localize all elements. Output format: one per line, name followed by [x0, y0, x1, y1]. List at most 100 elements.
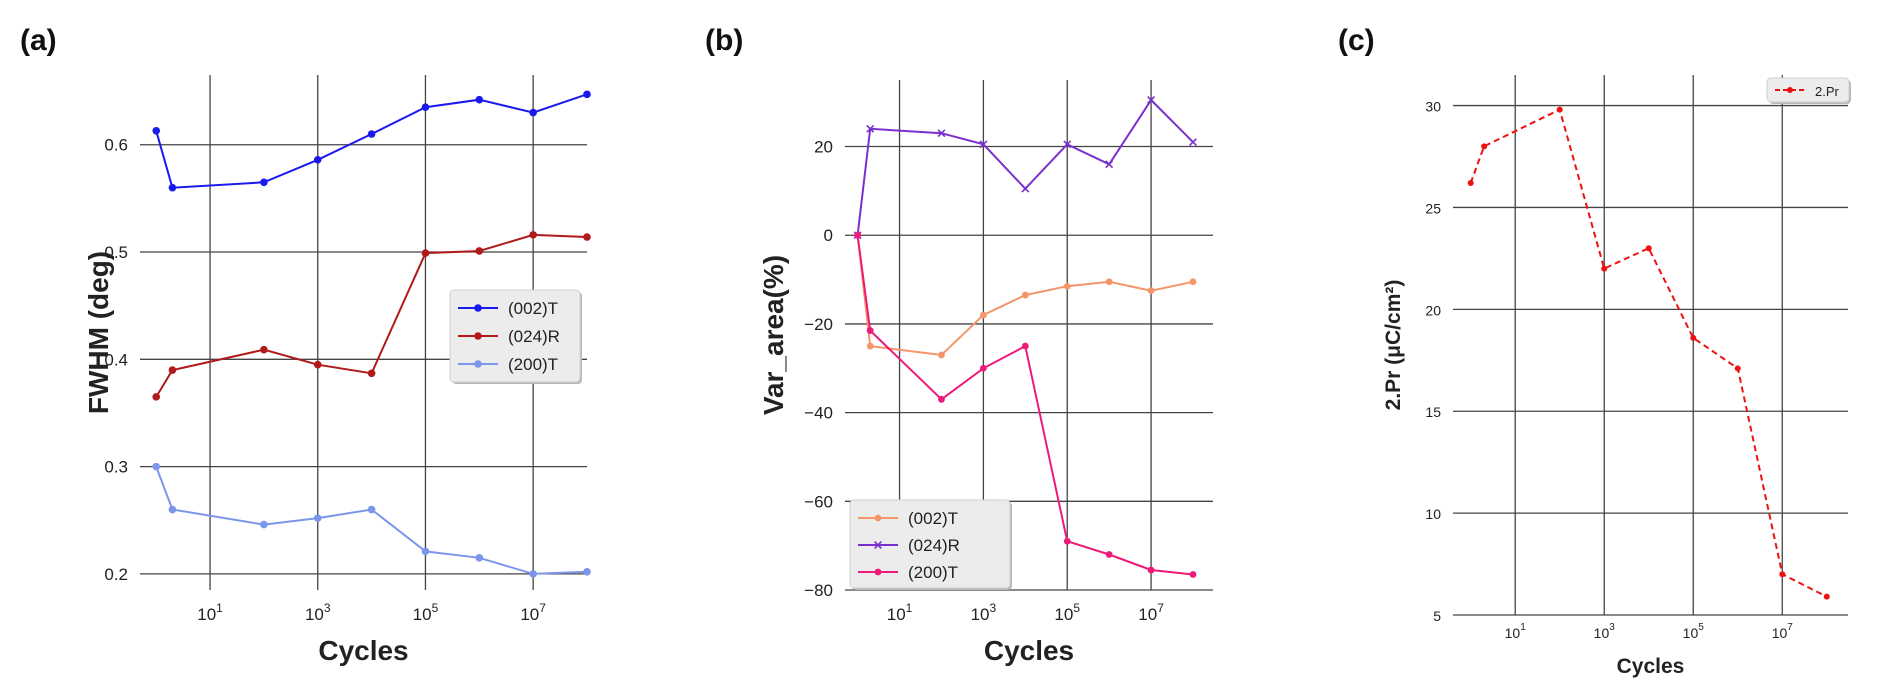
data-point	[937, 129, 946, 138]
y-tick-label: 5	[1433, 608, 1441, 624]
x-tick-label: 105	[1683, 622, 1705, 641]
x-tick-label: 101	[887, 601, 913, 624]
x-tick-label: 103	[1594, 622, 1616, 641]
data-point	[874, 568, 882, 576]
data-point	[979, 140, 988, 149]
y-axis-title: 2.Pr (μC/cm²)	[1382, 280, 1405, 411]
data-point	[421, 547, 430, 556]
data-point	[474, 332, 482, 340]
data-point	[475, 95, 484, 104]
data-point	[938, 351, 945, 359]
y-tick-label: 10	[1425, 506, 1441, 522]
data-point	[168, 183, 177, 192]
data-point	[168, 505, 177, 514]
data-point	[854, 231, 862, 239]
series-0	[1467, 106, 1830, 600]
x-tick-label: 105	[413, 601, 439, 624]
y-tick-label: 0	[824, 226, 833, 245]
data-point	[152, 126, 161, 135]
y-tick-label: −60	[804, 492, 833, 511]
data-point	[1601, 265, 1608, 272]
data-point	[1787, 87, 1793, 93]
y-axis-title: FWHM (deg)	[83, 251, 114, 414]
x-tick-base: 10	[413, 605, 432, 624]
data-point	[1645, 245, 1652, 252]
x-tick-exponent: 3	[990, 601, 997, 615]
data-point	[1105, 160, 1114, 169]
data-point	[474, 304, 482, 312]
data-point	[1189, 571, 1197, 578]
legend-label: (002)T	[508, 299, 558, 318]
data-point	[1021, 291, 1029, 299]
data-point	[1467, 180, 1474, 186]
y-tick-label: 0.4	[104, 350, 128, 369]
panel-label: (c)	[1338, 24, 1375, 57]
legend-label: (200)T	[908, 563, 958, 582]
series-line	[1469, 108, 1828, 598]
x-tick-base: 10	[1772, 625, 1788, 641]
data-point	[979, 364, 987, 372]
x-tick-base: 10	[305, 605, 324, 624]
x-tick-label: 101	[197, 601, 223, 624]
data-point	[260, 520, 268, 529]
data-point	[168, 366, 177, 374]
data-point	[529, 108, 537, 117]
x-tick-base: 10	[1683, 625, 1699, 641]
x-tick-label: 103	[305, 601, 331, 624]
legend-label: (002)T	[908, 509, 958, 528]
legend: (002)T (024)R (200)T	[449, 289, 582, 384]
data-point	[1147, 95, 1156, 104]
series-1	[152, 231, 591, 401]
data-point	[421, 103, 430, 111]
x-tick-exponent: 5	[1073, 601, 1080, 615]
y-tick-label: −40	[804, 404, 833, 423]
data-point	[152, 393, 161, 401]
data-point	[874, 514, 882, 522]
y-tick-label: 30	[1425, 99, 1441, 115]
y-tick-label: 20	[1425, 302, 1441, 318]
data-point	[1556, 106, 1563, 113]
y-tick-label: 0.2	[104, 565, 128, 584]
data-point	[1105, 551, 1113, 558]
x-tick-base: 10	[1138, 605, 1157, 624]
x-tick-exponent: 1	[906, 601, 913, 615]
legend-label: (024)R	[908, 536, 960, 555]
y-tick-label: 0.3	[104, 458, 128, 477]
x-tick-label: 107	[1772, 622, 1794, 641]
legend-label: (024)R	[508, 327, 560, 346]
data-point	[474, 360, 482, 368]
x-tick-base: 10	[971, 605, 990, 624]
x-tick-exponent: 3	[1609, 622, 1615, 633]
data-point	[583, 233, 591, 241]
x-tick-exponent: 5	[432, 601, 439, 615]
y-tick-label: 20	[814, 138, 833, 157]
legend-label: 2.Pr	[1815, 84, 1840, 99]
legend-label: (200)T	[508, 355, 558, 374]
data-point	[313, 360, 322, 369]
x-tick-exponent: 5	[1698, 622, 1704, 633]
data-point	[1063, 282, 1071, 290]
data-point	[1147, 566, 1155, 574]
legend: 2.Pr	[1766, 77, 1851, 104]
y-tick-label: 15	[1425, 404, 1441, 420]
data-point	[1063, 537, 1071, 545]
data-point	[1481, 143, 1488, 150]
data-point	[1189, 138, 1197, 147]
x-axis-title: Cycles	[1617, 655, 1685, 678]
x-tick-exponent: 1	[1520, 622, 1526, 633]
data-point	[367, 505, 376, 514]
y-tick-label: −20	[804, 315, 833, 334]
series-0	[152, 90, 591, 192]
data-point	[866, 327, 874, 334]
y-axis-title: Var_area(%)	[758, 255, 789, 415]
data-point	[313, 514, 322, 522]
data-point	[1021, 184, 1030, 193]
data-point	[1063, 140, 1072, 149]
data-point	[938, 395, 945, 403]
legend-box	[449, 289, 581, 383]
data-point	[152, 462, 161, 471]
legend-box	[849, 499, 1011, 589]
